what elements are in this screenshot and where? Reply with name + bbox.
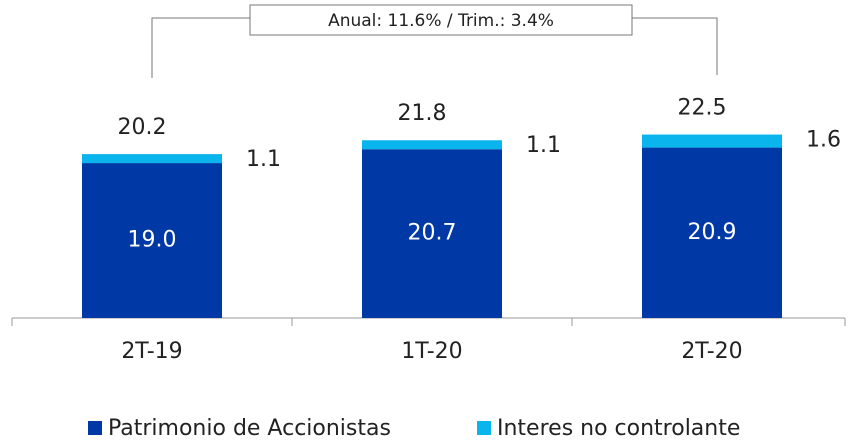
- bracket-right: [632, 17, 718, 75]
- total-label: 20.2: [118, 115, 167, 140]
- bar-segment: [82, 163, 222, 318]
- legend-label: Patrimonio de Accionistas: [108, 416, 391, 441]
- bar-segment: [362, 140, 502, 150]
- bar-segment: [642, 147, 782, 318]
- total-label: 21.8: [398, 101, 447, 126]
- legend-swatch: [477, 421, 491, 435]
- x-tick-label: 1T-20: [401, 339, 462, 364]
- total-label: 22.5: [678, 96, 727, 121]
- annotation-bracket: [151, 4, 718, 78]
- legend-label: Interes no controlante: [497, 416, 740, 441]
- bar-segment: [642, 134, 782, 148]
- annotation: Anual: 11.6% / Trim.: 3.4%: [328, 11, 554, 31]
- value-label: 20.9: [688, 220, 737, 245]
- annotation-box: [249, 4, 633, 36]
- value-label: 1.6: [806, 128, 841, 153]
- x-tick-label: 2T-20: [681, 339, 742, 364]
- value-label: 1.1: [246, 147, 281, 172]
- bar-segment: [82, 154, 222, 164]
- bar-segment: [362, 149, 502, 318]
- value-label: 1.1: [526, 133, 561, 158]
- value-label: 20.7: [408, 221, 457, 246]
- value-label: 19.0: [128, 228, 177, 253]
- bracket-left: [151, 17, 250, 78]
- x-tick-label: 2T-19: [121, 339, 182, 364]
- legend-swatch: [88, 421, 102, 435]
